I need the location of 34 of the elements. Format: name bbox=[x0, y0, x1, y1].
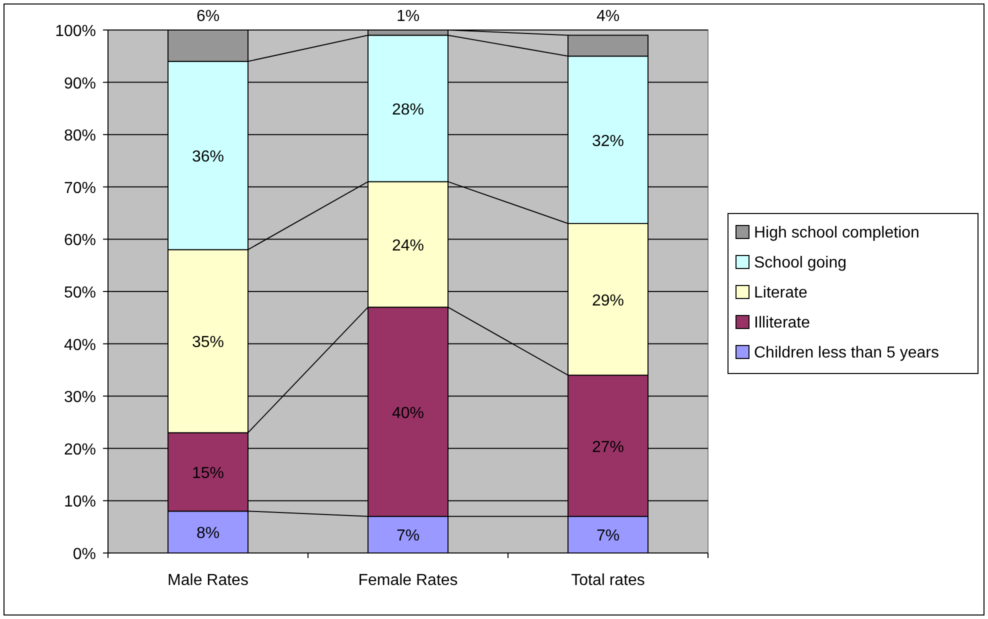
data-label: 32% bbox=[592, 132, 624, 150]
data-label: 1% bbox=[396, 8, 420, 25]
x-tick-label: Male Rates bbox=[168, 572, 248, 589]
x-tick-label: Female Rates bbox=[358, 572, 458, 589]
data-label: 15% bbox=[192, 464, 224, 482]
data-label: 24% bbox=[392, 237, 424, 254]
legend-label: School going bbox=[754, 254, 847, 272]
data-label: 29% bbox=[592, 292, 624, 310]
data-label: 36% bbox=[192, 148, 224, 166]
data-label: 6% bbox=[196, 8, 220, 25]
y-tick-label: 30% bbox=[64, 389, 96, 406]
y-tick-label: 70% bbox=[64, 180, 96, 197]
data-label: 35% bbox=[192, 334, 224, 352]
data-label: 27% bbox=[592, 438, 624, 456]
data-label: 8% bbox=[196, 525, 220, 542]
y-tick-label: 80% bbox=[64, 128, 96, 145]
y-tick-label: 60% bbox=[64, 232, 96, 250]
legend-label: High school completion bbox=[754, 224, 920, 242]
data-label: 7% bbox=[596, 528, 620, 545]
y-tick-label: 40% bbox=[64, 336, 96, 354]
y-tick-label: 0% bbox=[72, 546, 96, 563]
y-tick-label: 90% bbox=[64, 75, 96, 92]
legend-label: Literate bbox=[754, 284, 808, 302]
y-tick-label: 10% bbox=[64, 494, 96, 511]
data-label: 4% bbox=[596, 8, 620, 25]
data-label: 40% bbox=[392, 404, 424, 422]
data-label: 28% bbox=[392, 101, 424, 118]
y-tick-label: 50% bbox=[64, 284, 96, 302]
legend-label: Children less than 5 years bbox=[754, 344, 939, 362]
x-tick-label: Total rates bbox=[571, 572, 645, 589]
legend-label: Illiterate bbox=[754, 314, 810, 332]
data-label: 7% bbox=[396, 528, 420, 545]
y-tick-label: 20% bbox=[64, 441, 96, 458]
y-tick-label: 100% bbox=[55, 23, 96, 40]
